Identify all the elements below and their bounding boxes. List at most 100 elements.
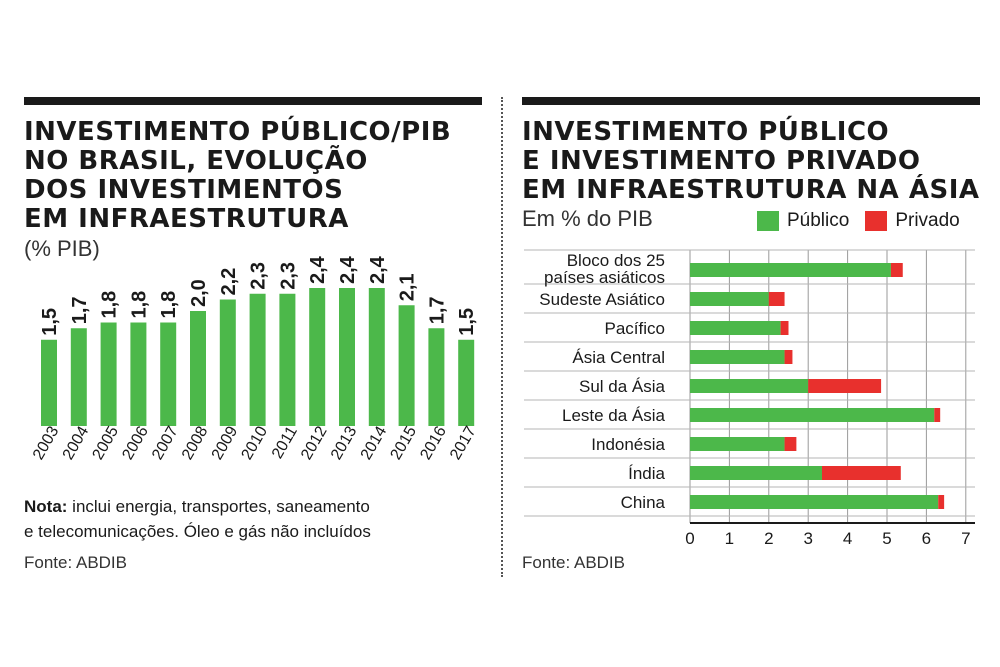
bar-2016 [428, 328, 445, 426]
bar-private-4 [808, 379, 882, 393]
right-source: Fonte: ABDIB [522, 553, 625, 572]
bar-public-2 [690, 321, 781, 335]
x-tick-label-2009: 2009 [209, 423, 242, 462]
category-label-0-line-1: Bloco dos 25 [567, 251, 665, 270]
x-tick-label-2008: 2008 [179, 423, 212, 462]
bar-private-7 [821, 466, 901, 480]
bar-2007 [160, 322, 177, 426]
bar-2013 [339, 288, 355, 426]
right-chart-title: INVESTIMENTO PÚBLICO E INVESTIMENTO PRIV… [522, 118, 980, 205]
bar-value-label-2013: 2,4 [337, 255, 359, 284]
bar-value-label-2012: 2,4 [307, 255, 329, 284]
bar-2005 [100, 322, 117, 426]
bar-2014 [368, 288, 385, 426]
bar-private-5 [934, 408, 941, 422]
bar-value-label-2005: 1,8 [99, 291, 121, 319]
bar-public-8 [690, 495, 939, 509]
x-tick-label-4: 4 [843, 529, 852, 548]
x-tick-label-6: 6 [922, 529, 931, 548]
bar-public-6 [690, 437, 785, 451]
x-tick-label-0: 0 [685, 529, 694, 548]
category-label-8: China [621, 493, 666, 512]
legend-label-public: Público [787, 210, 850, 231]
bar-value-label-2009: 2,2 [218, 268, 240, 296]
right-title-line-3: EM INFRAESTRUTURA NA ÁSIA [522, 175, 980, 205]
legend-swatch-public [757, 211, 779, 231]
bar-2017 [458, 339, 475, 426]
x-tick-label-2004: 2004 [60, 423, 93, 462]
left-title-line-4: EM INFRAESTRUTURA [24, 204, 349, 234]
bar-private-2 [780, 321, 789, 335]
legend-swatch-private [865, 211, 888, 231]
left-chart-subtitle: (% PIB) [24, 236, 100, 261]
legend-item-public: Público [757, 210, 849, 232]
x-tick-label-2016: 2016 [417, 423, 450, 462]
x-tick-label-2003: 2003 [30, 423, 63, 462]
left-title-line-3: DOS INVESTIMENTOS [24, 175, 344, 205]
left-bar-chart: 1,5 2003 1,7 2004 1,8 2005 1,8 2006 1,8 2007 2,0 20… [30, 255, 480, 463]
bar-public-1 [690, 292, 769, 306]
left-top-rule [24, 97, 482, 105]
bar-value-label-2003: 1,5 [39, 308, 61, 336]
bar-value-label-2006: 1,8 [128, 291, 150, 319]
bar-value-label-2010: 2,3 [248, 262, 270, 290]
x-tick-label-3: 3 [803, 529, 812, 548]
bar-value-label-2011: 2,3 [277, 262, 299, 290]
bar-public-7 [690, 466, 822, 480]
chart-legend: Público Privado [757, 210, 976, 232]
x-tick-label-1: 1 [725, 529, 734, 548]
x-tick-label-2006: 2006 [119, 423, 152, 462]
bar-2012 [309, 288, 326, 426]
x-tick-label-2011: 2011 [269, 423, 301, 461]
bar-value-label-2016: 1,7 [426, 296, 448, 324]
category-label-0-line-2: países asiáticos [544, 268, 665, 287]
x-tick-label-2013: 2013 [328, 423, 361, 462]
note-text-1: inclui energia, transportes, saneamento [67, 497, 370, 516]
legend-label-private: Privado [895, 210, 960, 231]
x-tick-label-2015: 2015 [388, 423, 421, 462]
x-tick-label-2005: 2005 [90, 423, 123, 462]
category-label-1: Sudeste Asiático [539, 290, 665, 309]
bar-private-3 [784, 350, 793, 364]
bar-public-3 [690, 350, 785, 364]
bar-private-1 [768, 292, 785, 306]
bar-value-label-2008: 2,0 [188, 279, 210, 307]
bar-2009 [219, 299, 236, 426]
x-tick-label-5: 5 [882, 529, 891, 548]
bar-2011 [279, 293, 296, 426]
right-title-line-1: INVESTIMENTO PÚBLICO [522, 117, 890, 147]
panel-divider [501, 97, 503, 577]
category-label-4: Sul da Ásia [579, 377, 666, 396]
bar-public-4 [690, 379, 809, 393]
left-title-line-2: NO BRASIL, EVOLUÇÃO [24, 146, 368, 176]
bar-value-label-2015: 2,1 [397, 273, 419, 301]
left-chart-title: INVESTIMENTO PÚBLICO/PIB NO BRASIL, EVOL… [24, 118, 451, 234]
category-label-7: Índia [628, 464, 665, 483]
x-tick-label-2010: 2010 [239, 423, 272, 462]
x-tick-label-2017: 2017 [447, 423, 480, 462]
bar-public-0 [690, 263, 891, 277]
bar-value-label-2004: 1,7 [69, 296, 91, 324]
bar-2008 [190, 311, 206, 426]
bar-2015 [398, 305, 415, 426]
bar-value-label-2007: 1,8 [158, 291, 180, 319]
note-label: Nota: [24, 497, 68, 516]
category-label-6: Indonésia [591, 435, 665, 454]
x-tick-label-7: 7 [961, 529, 970, 548]
x-tick-label-2: 2 [764, 529, 773, 548]
left-note: Nota: inclui energia, transportes, sanea… [24, 494, 371, 544]
bar-2006 [130, 322, 147, 426]
right-top-rule [522, 97, 980, 105]
category-label-5: Leste da Ásia [562, 406, 666, 425]
left-source: Fonte: ABDIB [24, 553, 127, 572]
note-text-2: e telecomunicações. Óleo e gás não inclu… [24, 522, 371, 541]
x-tick-label-2007: 2007 [149, 423, 182, 462]
bar-value-label-2017: 1,5 [456, 308, 478, 336]
right-chart-subtitle: Em % do PIB [522, 206, 653, 231]
bar-2003 [41, 339, 57, 426]
x-tick-label-2012: 2012 [298, 423, 331, 462]
x-tick-label-2014: 2014 [358, 423, 391, 462]
category-label-3: Ásia Central [572, 348, 665, 367]
